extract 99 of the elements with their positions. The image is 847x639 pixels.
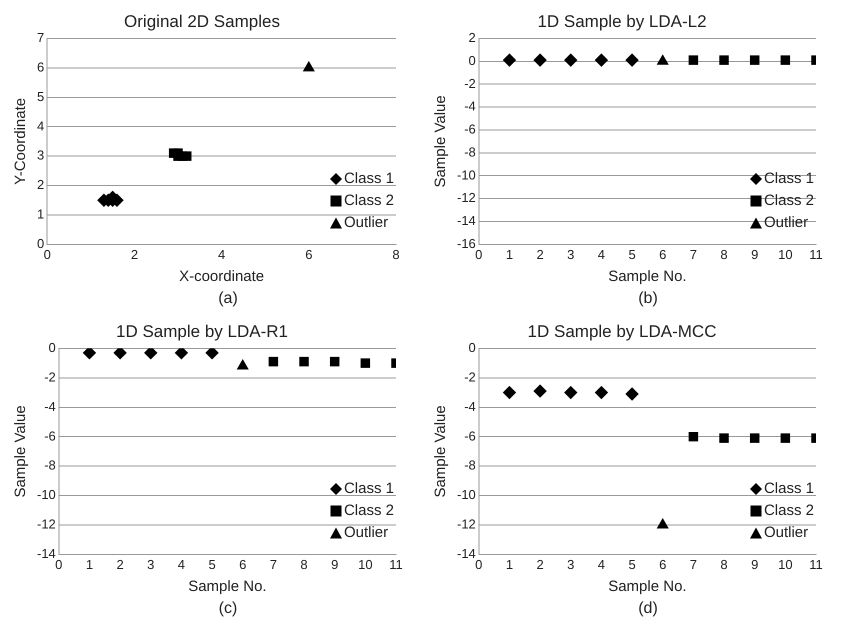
x-tick-label: 4: [598, 556, 606, 572]
x-tick-label: 5: [208, 556, 216, 572]
y-tick-label: -2: [44, 369, 56, 384]
text: (a): [217, 290, 239, 308]
x-tick-label: 4: [598, 246, 606, 262]
legend-label: Class 1: [344, 169, 394, 189]
chart-title: 1D Sample by LDA-L2: [537, 12, 707, 31]
legend-label: Outlier: [764, 213, 808, 233]
x-tick-label: 8: [300, 556, 308, 572]
x-tick-label: 7: [690, 556, 697, 572]
x-axis-title: X-coordinate: [179, 268, 264, 286]
legend-label: Outlier: [764, 523, 808, 543]
y-tick-label: -12: [36, 516, 56, 532]
y-tick-label: -4: [464, 398, 476, 414]
x-tick-label: 11: [809, 556, 823, 572]
y-tick-label: -16: [456, 236, 476, 251]
y-tick-label: 0: [468, 340, 476, 355]
legend-label: Class 2: [344, 191, 394, 211]
y-tick-label: -6: [44, 428, 56, 444]
x-tick-label: 11: [809, 246, 823, 262]
x-tick-label: 2: [536, 556, 544, 572]
legend-label: Class 2: [344, 501, 394, 521]
legend-label: Class 2: [764, 191, 814, 211]
y-tick-label: -14: [456, 546, 476, 561]
y-tick-label: 5: [36, 88, 44, 104]
y-axis-title: Sample Value: [12, 405, 30, 498]
y-tick-label: -2: [464, 76, 476, 91]
y-tick-label: 2: [468, 30, 476, 45]
chart-title: Original 2D Samples: [124, 12, 280, 31]
x-tick-label: 6: [659, 246, 666, 262]
y-tick-label: -8: [464, 144, 476, 160]
legend-label: Outlier: [344, 213, 388, 233]
text: (d): [637, 600, 659, 618]
y-tick-label: 6: [36, 59, 44, 74]
text: (c): [218, 600, 238, 618]
y-tick-label: -6: [464, 122, 476, 137]
y-tick-label: -8: [44, 458, 56, 473]
y-axis-title: Sample Value: [432, 95, 450, 188]
chart-title: 1D Sample by LDA-MCC: [528, 322, 716, 341]
y-tick-label: -14: [456, 213, 476, 228]
x-tick-label: 10: [778, 246, 793, 262]
x-tick-label: 2: [536, 246, 544, 262]
y-tick-label: -10: [456, 167, 476, 182]
x-axis-title: Sample No.: [188, 578, 267, 596]
x-tick-label: 8: [720, 556, 728, 572]
x-tick-label: 8: [392, 246, 400, 262]
x-tick-label: 9: [751, 556, 758, 572]
x-tick-label: 2: [130, 246, 138, 262]
x-tick-label: 1: [506, 556, 514, 572]
x-tick-label: 9: [751, 246, 758, 262]
x-axis-title: Sample No.: [608, 268, 687, 286]
y-tick-label: -4: [44, 398, 56, 414]
y-tick-label: 3: [36, 148, 44, 163]
legend-label: Outlier: [344, 523, 388, 543]
x-tick-label: 11: [389, 556, 403, 572]
x-tick-label: 6: [659, 556, 666, 572]
chart-title: 1D Sample by LDA-R1: [116, 322, 288, 341]
x-tick-label: 6: [239, 556, 246, 572]
x-tick-label: 7: [270, 556, 277, 572]
x-tick-label: 1: [86, 556, 94, 572]
x-tick-label: 5: [628, 556, 636, 572]
y-tick-label: -4: [464, 98, 476, 114]
x-tick-label: 6: [305, 246, 312, 262]
y-axis-title: Sample Value: [432, 405, 450, 498]
y-tick-label: -14: [36, 546, 56, 561]
x-tick-label: 3: [567, 556, 574, 572]
legend-label: Class 1: [344, 479, 394, 499]
x-tick-label: 10: [358, 556, 373, 572]
x-tick-label: 7: [690, 246, 697, 262]
x-tick-label: 3: [147, 556, 154, 572]
y-tick-label: 7: [36, 30, 44, 45]
y-tick-label: 1: [36, 206, 44, 222]
text: (b): [637, 290, 659, 308]
y-tick-label: -8: [464, 458, 476, 473]
y-tick-label: -2: [464, 369, 476, 384]
legend-label: Class 2: [764, 501, 814, 521]
y-tick-label: -10: [456, 487, 476, 502]
y-tick-label: -10: [36, 487, 56, 502]
x-axis-title: Sample No.: [608, 578, 687, 596]
x-tick-label: 3: [567, 246, 574, 262]
y-tick-label: 2: [36, 177, 44, 192]
legend-label: Class 1: [764, 479, 814, 499]
y-tick-label: 0: [48, 340, 56, 355]
y-tick-label: -12: [456, 516, 476, 532]
y-tick-label: 4: [36, 118, 44, 134]
x-tick-label: 2: [116, 556, 124, 572]
y-axis-title: Y-Coordinate: [12, 98, 30, 185]
x-tick-label: 4: [218, 246, 226, 262]
x-tick-label: 8: [720, 246, 728, 262]
y-tick-label: 0: [36, 236, 44, 251]
x-tick-label: 5: [628, 246, 636, 262]
y-tick-label: -12: [456, 190, 476, 206]
x-tick-label: 4: [178, 556, 186, 572]
x-tick-label: 1: [506, 246, 514, 262]
legend-label: Class 1: [764, 169, 814, 189]
y-tick-label: 0: [468, 52, 476, 68]
y-tick-label: -6: [464, 428, 476, 444]
x-tick-label: 10: [778, 556, 793, 572]
x-tick-label: 9: [331, 556, 338, 572]
